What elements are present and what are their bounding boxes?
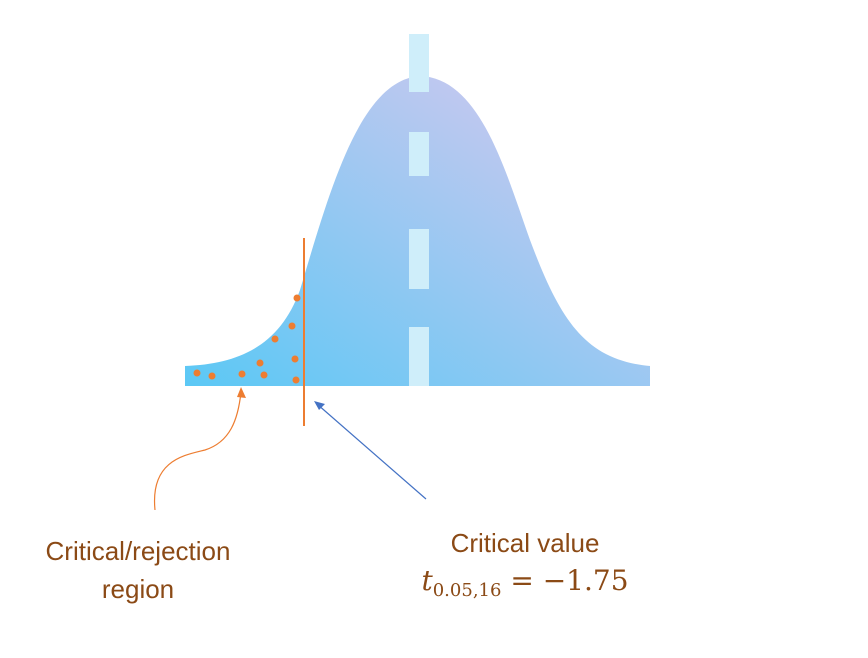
rejection-region-label: Critical/rejection region (22, 532, 254, 608)
region-dot (260, 371, 268, 379)
critical-subscript: 0.05,16 (432, 580, 502, 601)
critical-value-title: Critical value (450, 528, 600, 558)
rejection-region-label-line2: region (101, 574, 175, 604)
region-dot (291, 355, 299, 363)
curved-arrow-icon (153, 391, 242, 511)
critical-value-label: Critical value t0.05,16 = −1.75 (380, 524, 670, 610)
straight-arrow-icon (316, 403, 427, 500)
critical-equals: = −1.75 (510, 564, 629, 597)
region-dot (271, 335, 279, 343)
center-dashed-line (409, 34, 429, 386)
rejection-region-label-line1: Critical/rejection (45, 536, 231, 566)
critical-value-formula: t0.05,16 = −1.75 (380, 562, 670, 610)
rejection-region-dots (193, 294, 301, 384)
critical-symbol: t (421, 564, 433, 597)
region-dot (256, 359, 264, 367)
region-pointer-arrow (153, 387, 246, 511)
region-dot (292, 376, 300, 384)
region-dot (208, 372, 216, 380)
critical-pointer-arrow (314, 401, 427, 500)
region-dot (293, 294, 301, 302)
region-dot (288, 322, 296, 330)
region-dot (238, 370, 246, 378)
region-dot (193, 369, 201, 377)
